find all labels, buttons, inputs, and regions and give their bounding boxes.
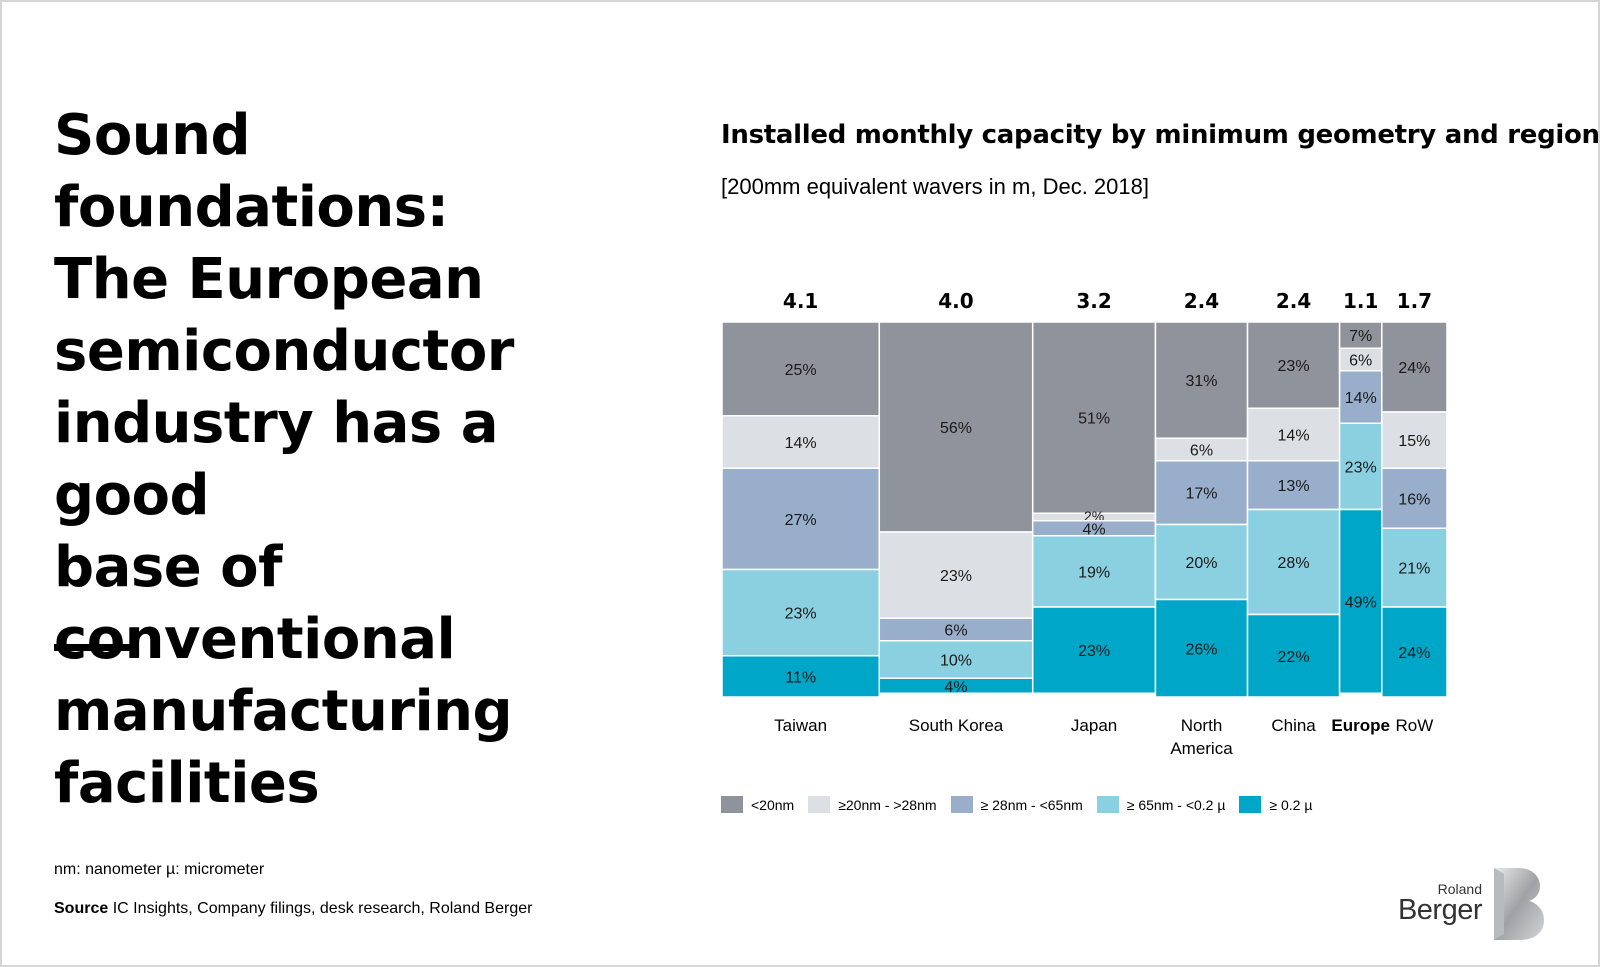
source-line: Source IC Insights, Company filings, des… xyxy=(54,900,532,918)
headline-dash-divider xyxy=(54,644,131,651)
headline-line: Sound foundations: xyxy=(54,103,449,240)
legend-item: ≥ 28nm - <65nm xyxy=(950,796,1083,813)
legend-swatch xyxy=(1239,796,1262,813)
legend-label: ≥ 0.2 µ xyxy=(1269,796,1313,813)
legend-swatch xyxy=(808,796,831,813)
headline-line: industry has a good xyxy=(54,391,499,528)
chart-legend: <20nm ≥20nm - >28nm ≥ 28nm - <65nm ≥ 65n… xyxy=(721,796,1326,813)
headline-line: base of conventional xyxy=(54,535,456,672)
headline-line: facilities xyxy=(54,751,320,816)
legend-item: ≥20nm - >28nm xyxy=(808,796,937,813)
footnote-units: nm: nanometer µ: micrometer xyxy=(54,861,265,878)
legend-item: <20nm xyxy=(721,796,794,813)
legend-label: ≥ 65nm - <0.2 µ xyxy=(1126,796,1226,813)
headline-line: semiconductor xyxy=(54,319,514,384)
headline-line: The European xyxy=(54,247,484,312)
logo-b-mark-icon xyxy=(1494,868,1544,940)
headline: Sound foundations: The European semicond… xyxy=(54,100,654,820)
source-label: Source xyxy=(54,900,109,917)
legend-label: ≥ 28nm - <65nm xyxy=(980,796,1083,813)
legend-swatch xyxy=(721,796,743,813)
legend-swatch xyxy=(950,796,973,813)
legend-item: ≥ 0.2 µ xyxy=(1239,796,1312,813)
chart-subtitle: [200mm equivalent wavers in m, Dec. 2018… xyxy=(721,174,1149,199)
source-text: IC Insights, Company filings, desk resea… xyxy=(112,900,533,917)
logo-word-berger: Berger xyxy=(1397,894,1483,926)
roland-berger-logo: Roland Berger xyxy=(1396,866,1546,942)
headline-line: manufacturing xyxy=(54,679,513,744)
chart-title: Installed monthly capacity by minimum ge… xyxy=(721,120,1600,150)
logo-word-roland: Roland xyxy=(1437,881,1482,897)
legend-swatch xyxy=(1096,796,1119,813)
legend-label: ≥20nm - >28nm xyxy=(838,796,937,813)
legend-label: <20nm xyxy=(751,796,795,813)
legend-item: ≥ 65nm - <0.2 µ xyxy=(1096,796,1226,813)
